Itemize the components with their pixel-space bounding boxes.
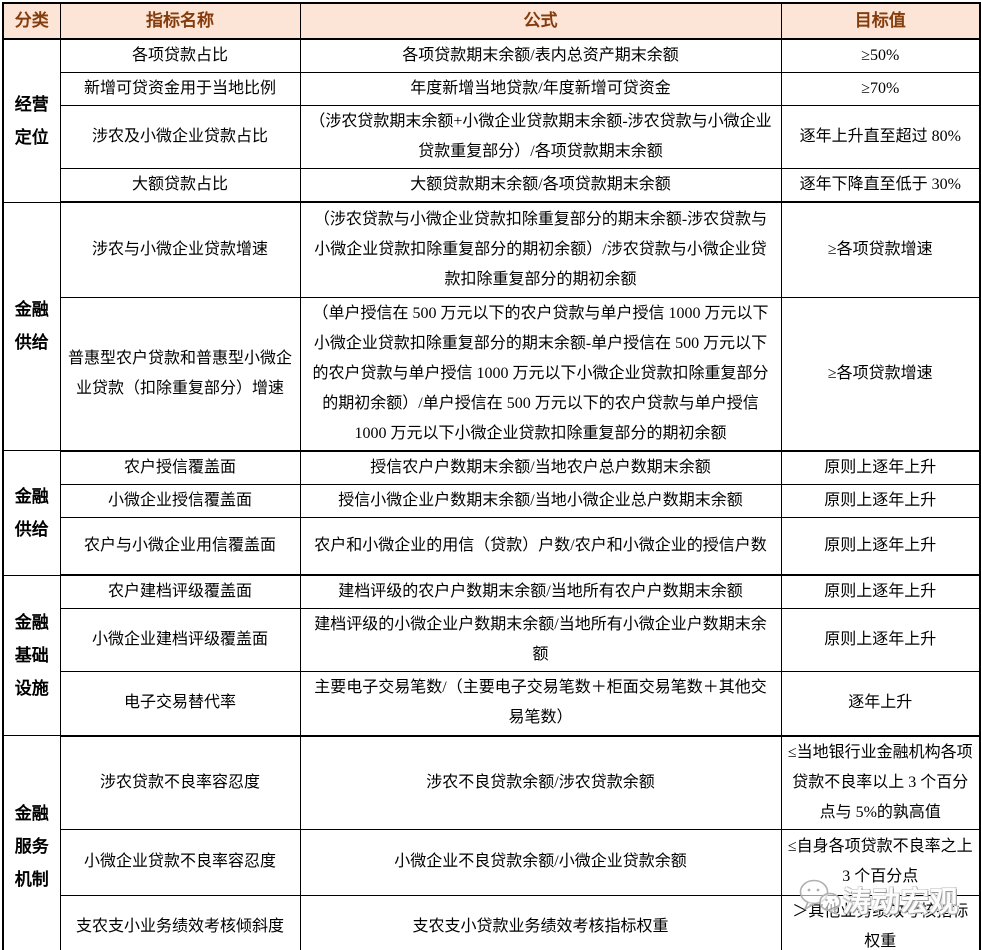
target-cell: 逐年上升直至超过 80% — [780, 105, 981, 169]
indicator-cell: 小微企业授信覆盖面 — [59, 483, 301, 518]
indicator-cell: 涉农贷款不良率容忍度 — [59, 735, 301, 830]
col-header-formula: 公式 — [299, 2, 782, 40]
formula-cell: 大额贷款期末余额/各项贷款期末余额 — [299, 168, 782, 203]
formula-cell: 各项贷款期末余额/表内总资产期末余额 — [299, 38, 782, 73]
target-cell: ≥各项贷款增速 — [780, 296, 981, 452]
indicator-cell: 涉农及小微企业贷款占比 — [59, 105, 301, 169]
table-row: 电子交易替代率 主要电子交易笔数/（主要电子交易笔数＋柜面交易笔数＋其他交易笔数… — [3, 671, 981, 737]
target-cell: 原则上逐年上升 — [780, 483, 981, 518]
table-row: 金融供给 涉农与小微企业贷款增速 （涉农贷款与小微企业贷款扣除重复部分的期末余额… — [2, 201, 981, 451]
col-header-category: 分类 — [2, 2, 61, 40]
table-row: 小微企业授信覆盖面 授信小微企业户数期末余额/当地小微企业总户数期末余额 原则上… — [3, 483, 981, 518]
target-cell: ＞其他业务绩效考核指标权重 — [780, 894, 981, 950]
table-row: 金融基础设施 农户建档评级覆盖面 建档评级的农户户数期末余额/当地所有农户户数期… — [2, 574, 981, 736]
target-cell: 原则上逐年上升 — [780, 574, 981, 609]
target-cell: 原则上逐年上升 — [780, 450, 981, 485]
table-row: 涉农及小微企业贷款占比 （涉农贷款期末余额+小微企业贷款期末余额-涉农贷款与小微… — [3, 105, 981, 169]
target-cell: ≤自身各项贷款不良率之上 3 个百分点 — [780, 828, 981, 896]
table-row: 农户与小微企业用信覆盖面 农户和小微企业的用信（贷款）户数/农户和小微企业的授信… — [3, 516, 981, 576]
target-cell: 逐年上升 — [780, 671, 981, 737]
table-row: 小微企业建档评级覆盖面 建档评级的小微企业户数期末余额/当地所有小微企业户数期末… — [3, 608, 981, 672]
indicator-cell: 电子交易替代率 — [59, 671, 301, 737]
category-cell: 金融供给 — [2, 201, 61, 451]
indicator-cell: 农户建档评级覆盖面 — [59, 574, 301, 609]
table-row: 支农支小业务绩效考核倾斜度 支农支小贷款业务绩效考核指标权重 ＞其他业务绩效考核… — [3, 894, 981, 950]
target-cell: 原则上逐年上升 — [780, 516, 981, 576]
formula-cell: （涉农贷款与小微企业贷款扣除重复部分的期末余额-涉农贷款与小微企业贷款扣除重复部… — [299, 201, 782, 298]
col-header-target: 目标值 — [780, 2, 981, 40]
category-cell: 经营定位 — [2, 38, 61, 203]
table-row: 小微企业贷款不良率容忍度 小微企业不良贷款余额/小微企业贷款余额 ≤自身各项贷款… — [3, 828, 981, 896]
formula-cell: （单户授信在 500 万元以下的农户贷款与单户授信 1000 万元以下小微企业贷… — [299, 296, 782, 452]
target-cell: ≥70% — [780, 72, 981, 106]
target-cell: 逐年下降直至低于 30% — [780, 168, 981, 203]
formula-cell: 主要电子交易笔数/（主要电子交易笔数＋柜面交易笔数＋其他交易笔数） — [299, 671, 782, 737]
target-cell: ≥各项贷款增速 — [780, 201, 981, 298]
formula-cell: 支农支小贷款业务绩效考核指标权重 — [299, 894, 782, 950]
indicator-cell: 农户授信覆盖面 — [59, 450, 301, 485]
formula-cell: 涉农不良贷款余额/涉农贷款余额 — [299, 735, 782, 830]
formula-cell: 授信农户户数期末余额/当地农户总户数期末余额 — [299, 450, 782, 485]
indicator-cell: 新增可贷资金用于当地比例 — [59, 72, 301, 106]
table-row: 大额贷款占比 大额贷款期末余额/各项贷款期末余额 逐年下降直至低于 30% — [3, 168, 981, 203]
table-row: 新增可贷资金用于当地比例 年度新增当地贷款/年度新增可贷资金 ≥70% — [3, 72, 981, 106]
table-row: 经营定位 各项贷款占比 各项贷款期末余额/表内总资产期末余额 ≥50% — [2, 38, 981, 203]
indicator-cell: 小微企业建档评级覆盖面 — [59, 608, 301, 672]
table-row: 普惠型农户贷款和普惠型小微企业贷款（扣除重复部分）增速 （单户授信在 500 万… — [3, 296, 981, 452]
table-row: 金融供给 农户授信覆盖面 授信农户户数期末余额/当地农户总户数期末余额 原则上逐… — [2, 450, 981, 576]
indicator-cell: 涉农与小微企业贷款增速 — [59, 201, 301, 298]
indicator-cell: 普惠型农户贷款和普惠型小微企业贷款（扣除重复部分）增速 — [59, 296, 301, 452]
table-row: 金融服务机制 涉农贷款不良率容忍度 涉农不良贷款余额/涉农贷款余额 ≤当地银行业… — [2, 735, 981, 950]
formula-cell: 年度新增当地贷款/年度新增可贷资金 — [299, 72, 782, 106]
target-cell: ≤当地银行业金融机构各项贷款不良率以上 3 个百分点与 5%的孰高值 — [780, 735, 981, 830]
indicator-cell: 小微企业贷款不良率容忍度 — [59, 828, 301, 896]
target-cell: 原则上逐年上升 — [780, 608, 981, 672]
formula-cell: （涉农贷款期末余额+小微企业贷款期末余额-涉农贷款与小微企业贷款重复部分）/各项… — [299, 105, 782, 169]
header-row: 分类 指标名称 公式 目标值 — [2, 2, 981, 40]
formula-cell: 小微企业不良贷款余额/小微企业贷款余额 — [299, 828, 782, 896]
target-cell: ≥50% — [780, 38, 981, 73]
formula-cell: 农户和小微企业的用信（贷款）户数/农户和小微企业的授信户数 — [299, 516, 782, 576]
indicator-cell: 各项贷款占比 — [59, 38, 301, 73]
col-header-indicator: 指标名称 — [59, 2, 301, 40]
category-cell: 金融基础设施 — [2, 574, 61, 736]
formula-cell: 授信小微企业户数期末余额/当地小微企业总户数期末余额 — [299, 483, 782, 518]
formula-cell: 建档评级的农户户数期末余额/当地所有农户户数期末余额 — [299, 574, 782, 609]
indicator-cell: 大额贷款占比 — [59, 168, 301, 203]
category-cell: 金融服务机制 — [2, 735, 61, 950]
category-cell: 金融供给 — [2, 450, 61, 576]
formula-cell: 建档评级的小微企业户数期末余额/当地所有小微企业户数期末余额 — [299, 608, 782, 672]
indicator-cell: 支农支小业务绩效考核倾斜度 — [59, 894, 301, 950]
indicator-cell: 农户与小微企业用信覆盖面 — [59, 516, 301, 576]
